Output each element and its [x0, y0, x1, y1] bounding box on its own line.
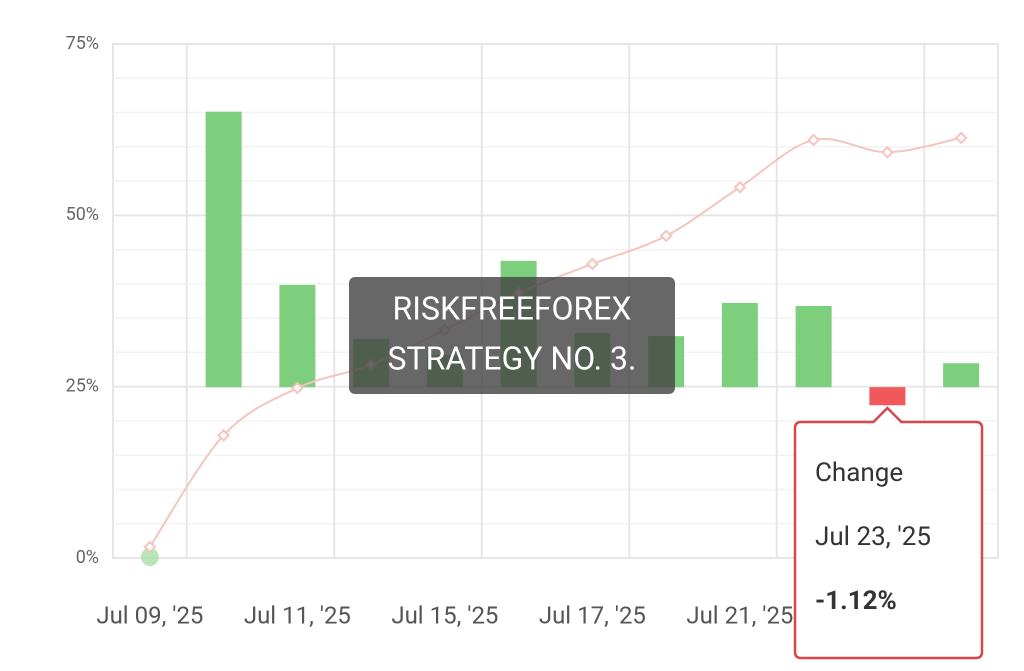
x-tick-label: Jul 11, '25	[244, 601, 351, 629]
x-tick-label: Jul 15, '25	[391, 601, 498, 629]
tooltip-date: Jul 23, '25	[815, 522, 931, 552]
bar	[721, 302, 758, 388]
point-marker	[585, 257, 599, 271]
tooltip: Change Jul 23, '25 -1.12%	[793, 406, 984, 660]
x-tick-label: Jul 09, '25	[96, 601, 203, 629]
point-marker	[733, 180, 747, 194]
x-tick-label: Jul 21, '25	[686, 601, 793, 629]
bar	[869, 387, 906, 406]
tooltip-title: Change	[815, 458, 903, 488]
point-marker	[217, 428, 231, 442]
point-marker	[143, 540, 157, 554]
bar	[795, 305, 832, 388]
start-marker	[140, 548, 159, 566]
y-tick-label: 75%	[66, 33, 99, 54]
watermark-box	[349, 277, 675, 394]
y-tick-label: 0%	[76, 547, 99, 568]
tooltip-box	[793, 406, 984, 660]
point-marker	[807, 133, 821, 147]
bar	[205, 111, 242, 388]
y-tick-label: 50%	[66, 204, 99, 225]
bar	[943, 363, 980, 388]
point-marker	[290, 381, 304, 395]
watermark-text: RISKFREEFOREX	[393, 289, 632, 327]
y-tick-label: 25%	[66, 375, 99, 396]
point-marker	[954, 131, 968, 145]
watermark-text: STRATEGY NO. 3.	[388, 339, 637, 377]
point-marker	[880, 145, 894, 159]
point-marker	[659, 229, 673, 243]
tooltip-value: -1.12%	[815, 586, 897, 616]
bar	[279, 284, 316, 388]
x-tick-label: Jul 17, '25	[539, 601, 646, 629]
watermark: RISKFREEFOREX STRATEGY NO. 3.	[349, 277, 675, 394]
